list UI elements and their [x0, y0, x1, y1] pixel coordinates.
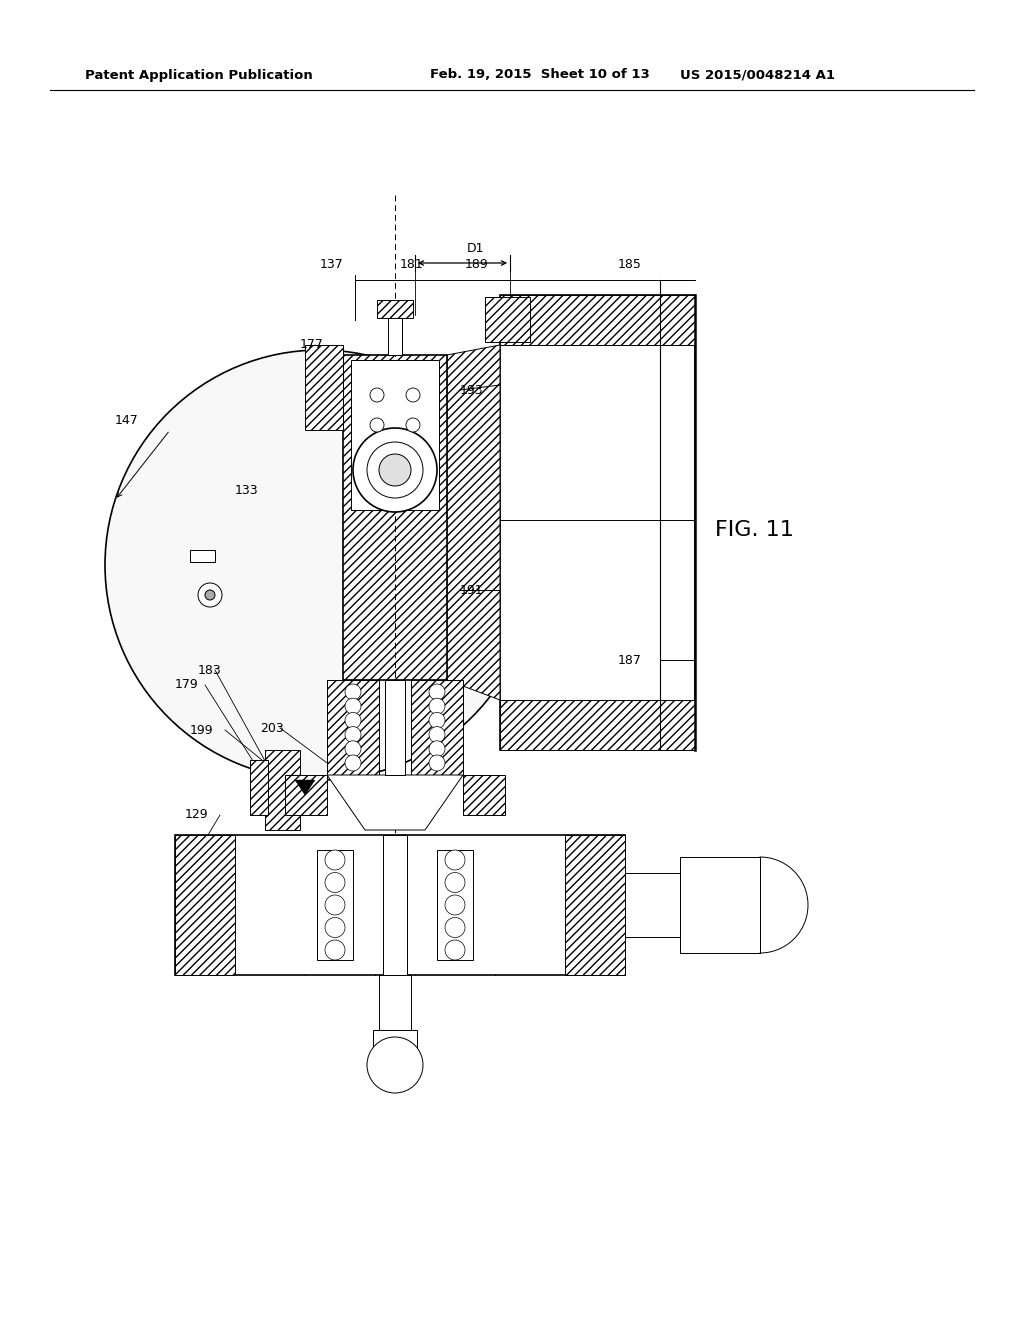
Circle shape — [105, 350, 535, 780]
Text: FIG. 11: FIG. 11 — [715, 520, 794, 540]
Bar — [385, 680, 406, 775]
Text: D1: D1 — [467, 243, 484, 256]
Bar — [379, 975, 411, 1030]
Circle shape — [367, 442, 423, 498]
Polygon shape — [327, 775, 463, 830]
Polygon shape — [295, 780, 315, 795]
Bar — [680, 883, 695, 927]
Circle shape — [345, 726, 361, 743]
Text: 191: 191 — [460, 583, 483, 597]
Circle shape — [325, 895, 345, 915]
Circle shape — [325, 940, 345, 960]
Circle shape — [345, 698, 361, 714]
Circle shape — [325, 917, 345, 937]
Circle shape — [445, 895, 465, 915]
Circle shape — [353, 428, 437, 512]
Circle shape — [445, 873, 465, 892]
Text: 193: 193 — [460, 384, 483, 396]
Bar — [343, 355, 447, 680]
Circle shape — [429, 741, 445, 756]
Circle shape — [345, 741, 361, 756]
Circle shape — [429, 726, 445, 743]
Bar — [565, 836, 625, 975]
Circle shape — [445, 917, 465, 937]
Text: 187: 187 — [618, 653, 642, 667]
Text: 177: 177 — [300, 338, 324, 351]
Polygon shape — [447, 345, 500, 700]
Circle shape — [370, 418, 384, 432]
Text: 179: 179 — [175, 678, 199, 692]
Bar — [388, 315, 402, 355]
Bar — [327, 680, 379, 775]
Bar — [190, 550, 215, 562]
Bar — [359, 455, 431, 483]
Circle shape — [325, 850, 345, 870]
Text: Patent Application Publication: Patent Application Publication — [85, 69, 312, 82]
Bar — [437, 850, 473, 960]
Bar — [500, 700, 695, 750]
Circle shape — [429, 684, 445, 700]
Circle shape — [445, 850, 465, 870]
Bar — [317, 850, 353, 960]
Circle shape — [345, 713, 361, 729]
Circle shape — [379, 454, 411, 486]
Text: 189: 189 — [465, 259, 488, 272]
Circle shape — [205, 590, 215, 601]
Bar — [411, 680, 463, 775]
Bar — [175, 836, 234, 975]
Text: 129: 129 — [185, 808, 209, 821]
Circle shape — [429, 755, 445, 771]
Text: Feb. 19, 2015  Sheet 10 of 13: Feb. 19, 2015 Sheet 10 of 13 — [430, 69, 650, 82]
Bar — [500, 294, 695, 345]
Text: 181: 181 — [400, 259, 424, 272]
Text: 133: 133 — [234, 483, 259, 496]
Circle shape — [429, 713, 445, 729]
Circle shape — [445, 940, 465, 960]
Bar — [625, 873, 680, 937]
Bar — [373, 1030, 417, 1048]
Bar — [463, 775, 505, 814]
Text: 199: 199 — [190, 723, 214, 737]
Text: 203: 203 — [260, 722, 284, 734]
Circle shape — [406, 418, 420, 432]
Bar — [250, 760, 268, 814]
Circle shape — [345, 755, 361, 771]
Bar — [500, 294, 695, 750]
Bar — [265, 750, 300, 830]
Bar — [305, 345, 343, 430]
Text: 185: 185 — [618, 259, 642, 272]
Circle shape — [198, 583, 222, 607]
Text: 183: 183 — [198, 664, 222, 676]
Bar — [377, 300, 413, 318]
Text: 147: 147 — [115, 413, 138, 426]
Circle shape — [370, 388, 384, 403]
Circle shape — [429, 698, 445, 714]
Bar — [285, 775, 327, 814]
Circle shape — [345, 684, 361, 700]
Bar — [680, 857, 760, 953]
Text: US 2015/0048214 A1: US 2015/0048214 A1 — [680, 69, 835, 82]
Bar — [485, 297, 530, 342]
Bar — [383, 836, 407, 975]
Bar — [175, 836, 625, 975]
Circle shape — [406, 388, 420, 403]
Text: 137: 137 — [319, 259, 344, 272]
Circle shape — [367, 1038, 423, 1093]
Bar — [351, 360, 439, 510]
Circle shape — [325, 873, 345, 892]
